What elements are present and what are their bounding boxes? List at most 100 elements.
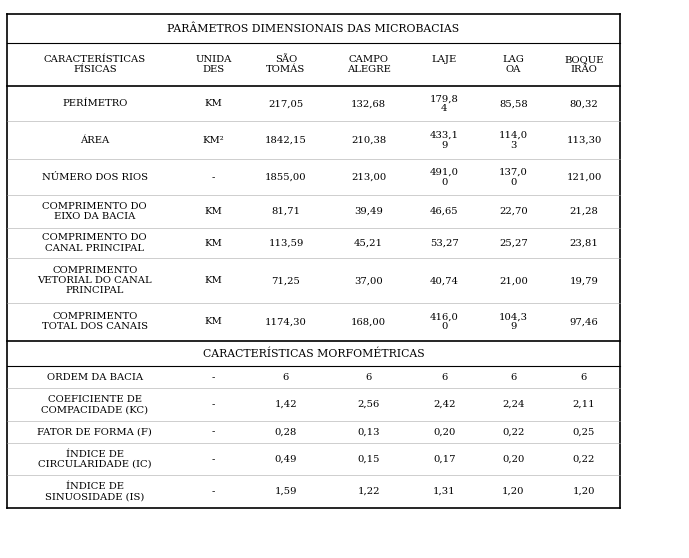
Text: 1842,15: 1842,15 [265, 136, 307, 145]
Text: 45,21: 45,21 [354, 238, 383, 248]
Text: 22,70: 22,70 [499, 207, 528, 216]
Text: TOTAL DOS CANAIS: TOTAL DOS CANAIS [42, 323, 147, 331]
Text: 1174,30: 1174,30 [265, 318, 307, 326]
Text: PERÍMETRO: PERÍMETRO [62, 99, 127, 108]
Text: 40,74: 40,74 [430, 276, 459, 285]
Text: 71,25: 71,25 [271, 276, 300, 285]
Text: 39,49: 39,49 [354, 207, 383, 216]
Text: 0,15: 0,15 [358, 455, 380, 464]
Text: 21,00: 21,00 [499, 276, 528, 285]
Text: 21,28: 21,28 [570, 207, 598, 216]
Text: PRINCIPAL: PRINCIPAL [65, 286, 124, 295]
Text: 2,24: 2,24 [502, 400, 524, 409]
Text: 0,13: 0,13 [358, 427, 380, 436]
Text: 491,0: 491,0 [430, 167, 459, 177]
Text: IRÃO: IRÃO [570, 65, 597, 74]
Text: FATOR DE FORMA (F): FATOR DE FORMA (F) [37, 427, 152, 436]
Text: 210,38: 210,38 [351, 136, 387, 145]
Text: 1,59: 1,59 [275, 487, 297, 496]
Text: 19,79: 19,79 [570, 276, 598, 285]
Text: 0,17: 0,17 [433, 455, 455, 464]
Text: COMPRIMENTO: COMPRIMENTO [52, 312, 137, 321]
Text: 1,31: 1,31 [433, 487, 455, 496]
Text: 6: 6 [441, 373, 448, 382]
Text: -: - [212, 455, 215, 464]
Text: 132,68: 132,68 [351, 99, 386, 108]
Text: 0,25: 0,25 [573, 427, 595, 436]
Text: 97,46: 97,46 [570, 318, 598, 326]
Text: 23,81: 23,81 [570, 238, 598, 248]
Text: 104,3: 104,3 [499, 312, 528, 321]
Text: COMPRIMENTO: COMPRIMENTO [52, 266, 137, 275]
Text: 6: 6 [282, 373, 289, 382]
Text: SÃO: SÃO [275, 55, 297, 64]
Text: 1855,00: 1855,00 [265, 172, 307, 182]
Text: 85,58: 85,58 [499, 99, 528, 108]
Text: 53,27: 53,27 [430, 238, 459, 248]
Text: 2,42: 2,42 [433, 400, 455, 409]
Text: SINUOSIDADE (IS): SINUOSIDADE (IS) [45, 492, 145, 501]
Text: 0: 0 [510, 177, 517, 187]
Text: BOQUE: BOQUE [564, 55, 604, 64]
Text: NÚMERO DOS RIOS: NÚMERO DOS RIOS [42, 172, 147, 182]
Text: 121,00: 121,00 [566, 172, 601, 182]
Text: LAJE: LAJE [432, 55, 457, 64]
Text: 168,00: 168,00 [351, 318, 386, 326]
Text: 1,20: 1,20 [573, 487, 595, 496]
Text: 0: 0 [441, 323, 448, 331]
Text: 0,20: 0,20 [502, 455, 524, 464]
Text: 3: 3 [510, 141, 517, 150]
Text: -: - [212, 427, 215, 436]
Text: 6: 6 [510, 373, 517, 382]
Text: CAMPO: CAMPO [349, 55, 389, 64]
Text: PARÂMETROS DIMENSIONAIS DAS MICROBACIAS: PARÂMETROS DIMENSIONAIS DAS MICROBACIAS [167, 23, 460, 33]
Text: 4: 4 [441, 104, 448, 113]
Text: 81,71: 81,71 [271, 207, 300, 216]
Text: -: - [212, 373, 215, 382]
Text: 217,05: 217,05 [268, 99, 304, 108]
Text: COMPRIMENTO DO: COMPRIMENTO DO [43, 233, 147, 243]
Text: ORDEM DA BACIA: ORDEM DA BACIA [47, 373, 143, 382]
Text: CANAL PRINCIPAL: CANAL PRINCIPAL [45, 243, 144, 253]
Text: VETORIAL DO CANAL: VETORIAL DO CANAL [37, 276, 152, 285]
Text: ÁREA: ÁREA [80, 136, 110, 145]
Text: KM: KM [205, 276, 223, 285]
Text: ÍNDICE DE: ÍNDICE DE [65, 482, 124, 491]
Text: 80,32: 80,32 [570, 99, 598, 108]
Text: CIRCULARIDADE (IC): CIRCULARIDADE (IC) [38, 460, 152, 469]
Text: 0,22: 0,22 [573, 455, 595, 464]
Text: KM: KM [205, 318, 223, 326]
Text: 25,27: 25,27 [499, 238, 528, 248]
Text: LAG: LAG [502, 55, 524, 64]
Text: DES: DES [203, 65, 225, 74]
Text: 213,00: 213,00 [351, 172, 387, 182]
Text: 1,22: 1,22 [358, 487, 380, 496]
Text: KM²: KM² [203, 136, 225, 145]
Text: COMPRIMENTO DO: COMPRIMENTO DO [43, 202, 147, 211]
Text: 2,56: 2,56 [358, 400, 380, 409]
Text: 416,0: 416,0 [430, 312, 459, 321]
Text: 6: 6 [581, 373, 587, 382]
Text: 0,28: 0,28 [275, 427, 297, 436]
Text: 9: 9 [510, 323, 517, 331]
Text: 6: 6 [365, 373, 372, 382]
Text: -: - [212, 400, 215, 409]
Text: -: - [212, 172, 215, 182]
Text: 0,20: 0,20 [433, 427, 455, 436]
Text: 1,20: 1,20 [502, 487, 524, 496]
Text: -: - [212, 487, 215, 496]
Text: 0,49: 0,49 [275, 455, 297, 464]
Text: OA: OA [506, 65, 521, 74]
Text: COMPACIDADE (KC): COMPACIDADE (KC) [41, 405, 148, 414]
Text: CARACTERÍSTICAS: CARACTERÍSTICAS [43, 55, 146, 64]
Text: 37,00: 37,00 [354, 276, 383, 285]
Text: 9: 9 [441, 141, 448, 150]
Text: KM: KM [205, 238, 223, 248]
Text: 1,42: 1,42 [275, 400, 297, 409]
Text: 114,0: 114,0 [499, 131, 528, 140]
Text: 113,59: 113,59 [268, 238, 304, 248]
Text: TOMÁS: TOMÁS [267, 65, 305, 74]
Text: 137,0: 137,0 [499, 167, 528, 177]
Text: 0,22: 0,22 [502, 427, 524, 436]
Text: CARACTERÍSTICAS MORFOMÉTRICAS: CARACTERÍSTICAS MORFOMÉTRICAS [203, 348, 424, 359]
